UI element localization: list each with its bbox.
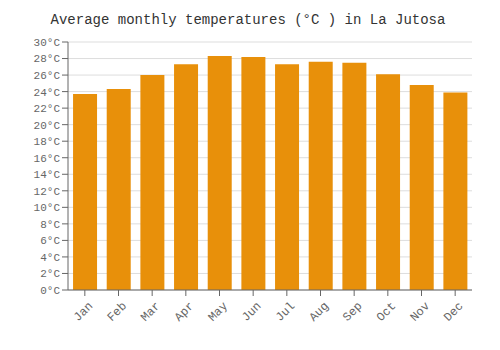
svg-text:0°C: 0°C [40, 285, 60, 297]
svg-text:24°C: 24°C [34, 87, 61, 99]
svg-text:Jul: Jul [273, 299, 298, 324]
svg-text:20°C: 20°C [34, 120, 61, 132]
svg-text:Mar: Mar [138, 299, 163, 324]
svg-text:Apr: Apr [172, 299, 197, 324]
svg-text:Aug: Aug [307, 299, 332, 324]
svg-text:12°C: 12°C [34, 186, 61, 198]
svg-text:Nov: Nov [408, 299, 433, 324]
svg-text:4°C: 4°C [40, 252, 60, 264]
svg-text:Sep: Sep [340, 299, 365, 324]
svg-text:Feb: Feb [105, 299, 130, 324]
svg-text:2°C: 2°C [40, 268, 60, 280]
svg-text:14°C: 14°C [34, 169, 61, 181]
svg-text:Jun: Jun [239, 299, 264, 324]
svg-text:16°C: 16°C [34, 153, 61, 165]
svg-text:10°C: 10°C [34, 202, 61, 214]
svg-text:Dec: Dec [441, 299, 466, 324]
svg-text:28°C: 28°C [34, 53, 61, 65]
svg-text:8°C: 8°C [40, 219, 60, 231]
svg-text:May: May [206, 299, 231, 324]
svg-text:22°C: 22°C [34, 103, 61, 115]
svg-text:Jan: Jan [71, 299, 96, 324]
svg-text:30°C: 30°C [34, 37, 61, 49]
svg-text:26°C: 26°C [34, 70, 61, 82]
svg-text:18°C: 18°C [34, 136, 61, 148]
svg-text:Oct: Oct [374, 299, 399, 324]
svg-text:6°C: 6°C [40, 235, 60, 247]
html-text:Average monthly temperatures (: Average monthly temperatures (°C ) in La… [50, 12, 446, 28]
